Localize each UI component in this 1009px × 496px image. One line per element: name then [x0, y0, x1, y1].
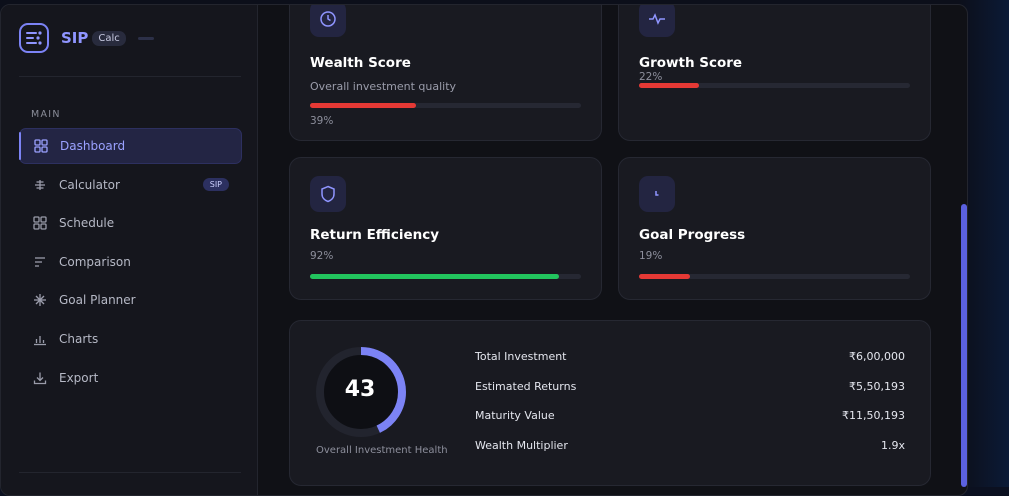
health-gauge	[316, 347, 406, 437]
sparkle-icon	[33, 293, 47, 307]
pulse-icon	[639, 5, 675, 37]
app-window: SIP Calc MAIN Dashboard	[0, 4, 968, 496]
sidebar-item-label: Charts	[59, 331, 99, 346]
summary-row-estimated-returns: Estimated Returns ₹5,50,193	[475, 380, 905, 393]
efficiency-score-value: 92%	[310, 250, 334, 262]
brand-badge: Calc	[92, 30, 126, 46]
sidebar-item-charts[interactable]: Charts	[19, 321, 242, 357]
goal-progress-fill	[639, 274, 691, 279]
summary-value: ₹11,50,193	[842, 409, 905, 422]
growth-progress-fill	[639, 83, 699, 88]
clock-icon	[310, 5, 346, 37]
health-caption: Overall Investment Health	[316, 445, 448, 456]
wealth-score-card: Wealth Score Overall investment quality …	[289, 5, 602, 141]
summary-row-total-investment: Total Investment ₹6,00,000	[475, 350, 905, 363]
efficiency-progress-fill	[310, 274, 560, 279]
sidebar-item-label: Dashboard	[60, 139, 126, 153]
brand[interactable]: SIP Calc	[19, 23, 154, 53]
wealth-progress-fill	[310, 103, 416, 108]
summary-row-maturity-value: Maturity Value ₹11,50,193	[475, 409, 905, 422]
growth-score-card: Growth Score 22%	[618, 5, 931, 141]
summary-label: Maturity Value	[475, 409, 555, 422]
logo-icon	[19, 23, 49, 53]
section-label: MAIN	[31, 109, 61, 120]
shield-icon	[310, 176, 346, 212]
grid-icon	[34, 139, 48, 153]
summary-value: ₹5,50,193	[849, 380, 905, 393]
card-title: Growth Score	[639, 55, 743, 71]
sidebar-item-label: Goal Planner	[59, 293, 136, 308]
card-title: Goal Progress	[639, 227, 746, 243]
efficiency-progress-bar	[310, 274, 581, 279]
sidebar-item-comparison[interactable]: Comparison	[19, 244, 242, 280]
goal-score-value: 19%	[639, 250, 663, 262]
calculator-icon	[33, 178, 47, 192]
bar-chart-icon	[33, 332, 47, 346]
sidebar-item-label: Schedule	[59, 216, 115, 231]
comparison-icon	[33, 255, 47, 269]
gauge-center	[320, 351, 402, 433]
card-title: Wealth Score	[310, 55, 411, 71]
timer-icon	[639, 176, 675, 212]
sip-badge: SIP	[202, 178, 229, 192]
growth-progress-bar	[639, 83, 910, 88]
card-title: Return Efficiency	[310, 227, 440, 243]
main-scrollbar[interactable]	[961, 204, 967, 487]
summary-row-wealth-multiplier: Wealth Multiplier 1.9x	[475, 439, 905, 452]
summary-label: Estimated Returns	[475, 380, 577, 393]
sidebar-item-goal-planner[interactable]: Goal Planner	[19, 282, 242, 318]
sidebar: SIP Calc MAIN Dashboard	[1, 5, 258, 495]
summary-value: ₹6,00,000	[849, 350, 905, 363]
wealth-score-value: 39%	[310, 115, 334, 127]
card-subtitle: Overall investment quality	[310, 80, 457, 93]
goal-progress-bar	[639, 274, 910, 279]
gauge-arc	[316, 347, 406, 437]
sidebar-item-export[interactable]: Export	[19, 360, 242, 396]
collapse-handle[interactable]	[137, 36, 154, 40]
health-score-value: 43	[344, 377, 376, 402]
summary-label: Wealth Multiplier	[475, 439, 568, 452]
sidebar-divider	[19, 76, 241, 77]
sidebar-nav: Dashboard Calculator SIP	[19, 128, 242, 398]
sidebar-footer-divider	[19, 472, 241, 473]
sidebar-item-label: Calculator	[59, 177, 120, 192]
summary-value: 1.9x	[880, 439, 905, 452]
investment-summary-card: 43 Overall Investment Health Total Inves…	[289, 320, 931, 486]
sidebar-item-schedule[interactable]: Schedule	[19, 205, 242, 241]
sidebar-item-label: Comparison	[59, 254, 131, 269]
goal-progress-card: Goal Progress 19%	[618, 157, 931, 300]
summary-label: Total Investment	[475, 350, 567, 363]
return-efficiency-card: Return Efficiency 92%	[289, 157, 602, 300]
sidebar-item-dashboard[interactable]: Dashboard	[19, 128, 242, 164]
brand-name: SIP	[61, 29, 89, 47]
download-icon	[33, 371, 47, 385]
schedule-icon	[33, 216, 47, 230]
wealth-progress-bar	[310, 103, 581, 108]
growth-score-value: 22%	[639, 71, 663, 83]
sidebar-item-calculator[interactable]: Calculator SIP	[19, 167, 242, 203]
sidebar-item-label: Export	[59, 370, 99, 385]
